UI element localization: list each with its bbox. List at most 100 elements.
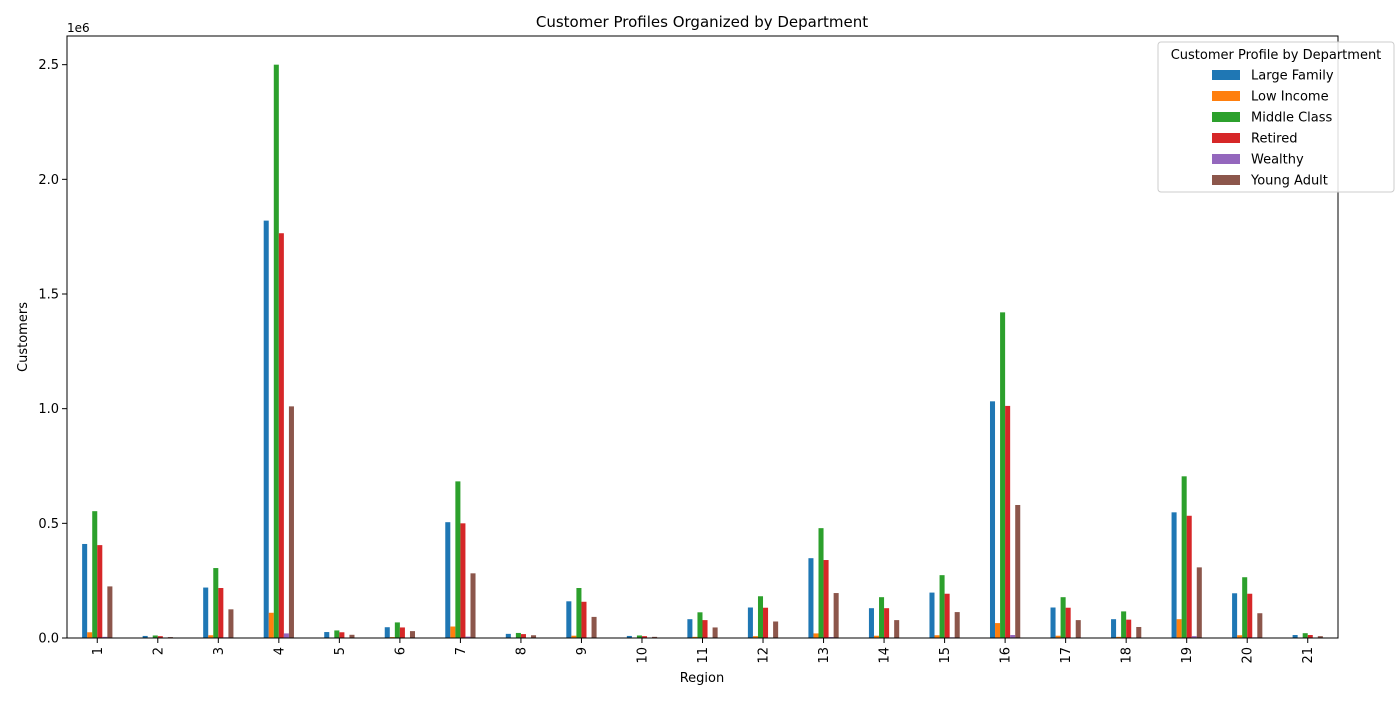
bar-large-family-region-11 xyxy=(687,619,692,638)
bar-retired-region-5 xyxy=(339,632,344,638)
x-tick-label: 6 xyxy=(393,647,408,655)
bar-young-adult-region-11 xyxy=(713,627,718,638)
legend-label: Low Income xyxy=(1251,90,1329,105)
x-tick-label: 8 xyxy=(514,647,529,655)
bars-group xyxy=(82,65,1323,638)
x-tick-label: 15 xyxy=(938,647,953,664)
bar-middle-class-region-14 xyxy=(879,597,884,638)
bar-young-adult-region-20 xyxy=(1257,613,1262,638)
bar-retired-region-14 xyxy=(884,608,889,638)
bar-young-adult-region-7 xyxy=(470,573,475,638)
y-axis-ticks: 0.00.51.01.52.02.5 xyxy=(38,58,67,646)
bar-large-family-region-18 xyxy=(1111,619,1116,638)
bar-large-family-region-5 xyxy=(324,632,329,638)
legend-label: Retired xyxy=(1251,132,1297,147)
x-tick-label: 11 xyxy=(696,647,711,664)
bar-young-adult-region-15 xyxy=(955,612,960,638)
x-tick-label: 16 xyxy=(999,647,1014,664)
bar-retired-region-20 xyxy=(1247,594,1252,638)
x-tick-label: 17 xyxy=(1059,647,1074,664)
y-tick-label: 0.0 xyxy=(38,632,59,647)
x-tick-label: 18 xyxy=(1120,647,1135,664)
bar-middle-class-region-3 xyxy=(213,568,218,638)
bar-low-income-region-7 xyxy=(450,627,455,638)
bar-middle-class-region-17 xyxy=(1061,597,1066,638)
plot-frame xyxy=(67,36,1338,638)
legend-label: Young Adult xyxy=(1250,174,1328,189)
bar-retired-region-15 xyxy=(945,594,950,638)
bar-middle-class-region-4 xyxy=(274,65,279,638)
legend-swatch xyxy=(1212,133,1240,143)
x-tick-label: 1 xyxy=(91,647,106,655)
bar-middle-class-region-13 xyxy=(819,528,824,638)
bar-low-income-region-1 xyxy=(87,632,92,638)
legend-swatch xyxy=(1212,91,1240,101)
bar-large-family-region-13 xyxy=(808,558,813,638)
bar-middle-class-region-16 xyxy=(1000,312,1005,638)
bar-low-income-region-13 xyxy=(813,633,818,638)
legend-swatch xyxy=(1212,112,1240,122)
bar-young-adult-region-18 xyxy=(1136,627,1141,638)
legend-swatch xyxy=(1212,70,1240,80)
bar-middle-class-region-15 xyxy=(940,575,945,638)
bar-retired-region-16 xyxy=(1005,406,1010,638)
bar-middle-class-region-11 xyxy=(697,612,702,638)
bar-large-family-region-19 xyxy=(1172,512,1177,638)
x-tick-label: 9 xyxy=(575,647,590,655)
bar-large-family-region-15 xyxy=(929,593,934,638)
bar-large-family-region-4 xyxy=(264,221,269,638)
bar-young-adult-region-1 xyxy=(107,586,112,638)
bar-retired-region-3 xyxy=(218,588,223,638)
bar-young-adult-region-4 xyxy=(289,406,294,638)
legend-swatch xyxy=(1212,154,1240,164)
bar-large-family-region-3 xyxy=(203,588,208,638)
bar-retired-region-8 xyxy=(521,634,526,638)
bar-young-adult-region-17 xyxy=(1076,620,1081,638)
bar-large-family-region-12 xyxy=(748,608,753,639)
bar-large-family-region-17 xyxy=(1051,608,1056,639)
bar-low-income-region-4 xyxy=(269,613,274,638)
bar-young-adult-region-19 xyxy=(1197,567,1202,638)
bar-large-family-region-1 xyxy=(82,544,87,638)
bar-retired-region-7 xyxy=(460,523,465,638)
bar-middle-class-region-5 xyxy=(334,630,339,638)
bar-middle-class-region-12 xyxy=(758,596,763,638)
bar-middle-class-region-7 xyxy=(455,481,460,638)
legend-label: Wealthy xyxy=(1251,153,1304,168)
bar-retired-region-18 xyxy=(1126,620,1131,638)
bar-middle-class-region-9 xyxy=(576,588,581,638)
legend-swatch xyxy=(1212,175,1240,185)
bar-young-adult-region-3 xyxy=(228,609,233,638)
x-axis-label: Region xyxy=(680,671,725,686)
bar-middle-class-region-18 xyxy=(1121,611,1126,638)
y-tick-label: 1.5 xyxy=(38,288,59,303)
bar-retired-region-9 xyxy=(581,602,586,638)
y-tick-label: 2.5 xyxy=(38,58,59,73)
y-tick-label: 1.0 xyxy=(38,402,59,417)
bar-middle-class-region-21 xyxy=(1303,633,1308,638)
bar-low-income-region-16 xyxy=(995,623,1000,638)
x-tick-label: 5 xyxy=(333,647,348,655)
legend-label: Middle Class xyxy=(1251,111,1333,126)
x-tick-label: 19 xyxy=(1180,647,1195,664)
bar-retired-region-12 xyxy=(763,608,768,638)
y-axis-label: Customers xyxy=(16,302,31,372)
x-tick-label: 21 xyxy=(1301,647,1316,664)
bar-middle-class-region-8 xyxy=(516,633,521,638)
bar-large-family-region-14 xyxy=(869,608,874,638)
bar-young-adult-region-16 xyxy=(1015,505,1020,638)
bar-wealthy-region-4 xyxy=(284,633,289,638)
bar-retired-region-11 xyxy=(703,620,708,638)
bar-low-income-region-19 xyxy=(1177,619,1182,638)
bar-young-adult-region-14 xyxy=(894,620,899,638)
y-tick-label: 0.5 xyxy=(38,517,59,532)
bar-retired-region-1 xyxy=(97,545,102,638)
bar-retired-region-4 xyxy=(279,233,284,638)
x-tick-label: 12 xyxy=(757,647,772,664)
bar-retired-region-6 xyxy=(400,627,405,638)
legend: Customer Profile by Department Large Fam… xyxy=(1158,42,1394,192)
legend-title: Customer Profile by Department xyxy=(1171,48,1382,63)
